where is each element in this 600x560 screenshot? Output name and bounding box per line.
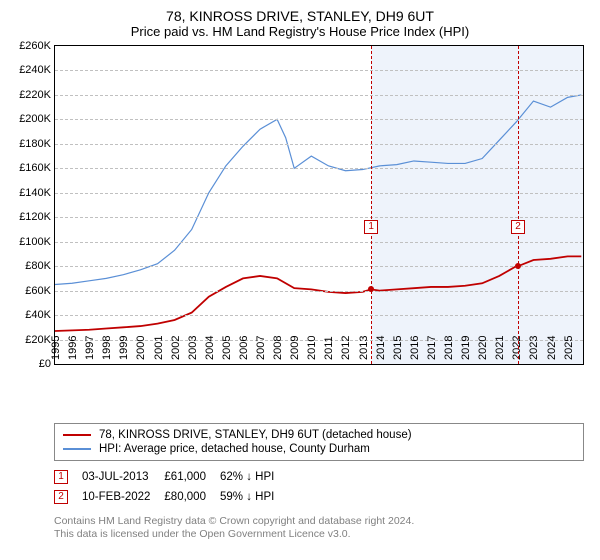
x-axis-label: 1999: [118, 336, 130, 364]
legend-label: 78, KINROSS DRIVE, STANLEY, DH9 6UT (det…: [99, 429, 412, 441]
x-axis-label: 2014: [375, 336, 387, 364]
x-axis-label: 2020: [477, 336, 489, 364]
sale-dot: [368, 286, 374, 292]
x-axis-label: 2023: [528, 336, 540, 364]
gridline: [55, 95, 583, 96]
x-axis-label: 2012: [340, 336, 352, 364]
series-hpi: [55, 95, 581, 285]
gridline: [55, 193, 583, 194]
plot-area: £0£20K£40K£60K£80K£100K£120K£140K£160K£1…: [54, 45, 584, 365]
legend-item: HPI: Average price, detached house, Coun…: [63, 442, 575, 456]
y-axis-label: £100K: [19, 236, 55, 248]
sale-dot: [515, 263, 521, 269]
footer: Contains HM Land Registry data © Crown c…: [54, 515, 584, 541]
sale-vline: [371, 46, 372, 364]
x-axis-label: 2018: [443, 336, 455, 364]
sale-vline: [518, 46, 519, 364]
chart-svg: [55, 46, 583, 364]
x-axis-label: 2019: [460, 336, 472, 364]
gridline: [55, 291, 583, 292]
y-axis-label: £140K: [19, 187, 55, 199]
table-row: 1 03-JUL-2013£61,00062% ↓ HPI: [54, 467, 288, 487]
x-axis-label: 2015: [392, 336, 404, 364]
y-axis-label: £80K: [25, 260, 55, 272]
y-axis-label: £120K: [19, 211, 55, 223]
sale-date: 10-FEB-2022: [82, 487, 164, 507]
x-axis-label: 2006: [238, 336, 250, 364]
gridline: [55, 315, 583, 316]
y-axis-label: £60K: [25, 285, 55, 297]
gridline: [55, 70, 583, 71]
x-axis-label: 2005: [221, 336, 233, 364]
y-axis-label: £180K: [19, 138, 55, 150]
gridline: [55, 144, 583, 145]
gridline: [55, 242, 583, 243]
chart-subtitle: Price paid vs. HM Land Registry's House …: [8, 24, 592, 39]
y-axis-label: £160K: [19, 162, 55, 174]
x-axis-label: 2001: [153, 336, 165, 364]
x-axis-label: 2002: [170, 336, 182, 364]
y-axis-label: £40K: [25, 309, 55, 321]
x-axis-label: 1997: [84, 336, 96, 364]
y-axis-label: £240K: [19, 64, 55, 76]
x-axis-label: 2013: [358, 336, 370, 364]
gridline: [55, 217, 583, 218]
gridline: [55, 168, 583, 169]
chart-title: 78, KINROSS DRIVE, STANLEY, DH9 6UT: [8, 8, 592, 24]
x-axis-label: 2003: [187, 336, 199, 364]
sale-marker-cell: 2: [54, 490, 68, 504]
x-axis-label: 2000: [135, 336, 147, 364]
x-axis-label: 2021: [494, 336, 506, 364]
y-axis-label: £220K: [19, 89, 55, 101]
sale-date: 03-JUL-2013: [82, 467, 164, 487]
series-property: [55, 256, 581, 331]
x-axis-label: 2010: [306, 336, 318, 364]
x-axis-label: 2024: [546, 336, 558, 364]
y-axis-label: £260K: [19, 40, 55, 52]
x-axis-label: 2007: [255, 336, 267, 364]
sale-price: £80,000: [164, 487, 220, 507]
footer-line-2: This data is licensed under the Open Gov…: [54, 528, 584, 541]
legend-item: 78, KINROSS DRIVE, STANLEY, DH9 6UT (det…: [63, 428, 575, 442]
sale-diff: 59% ↓ HPI: [220, 487, 288, 507]
sale-marker: 1: [364, 220, 378, 234]
sale-marker-cell: 1: [54, 470, 68, 484]
footer-line-1: Contains HM Land Registry data © Crown c…: [54, 515, 584, 528]
x-axis-label: 2009: [289, 336, 301, 364]
legend-swatch: [63, 448, 91, 449]
sale-price: £61,000: [164, 467, 220, 487]
sale-marker: 2: [511, 220, 525, 234]
sale-diff: 62% ↓ HPI: [220, 467, 288, 487]
gridline: [55, 266, 583, 267]
x-axis-label: 2017: [426, 336, 438, 364]
x-axis-label: 1995: [50, 336, 62, 364]
chart-container: 78, KINROSS DRIVE, STANLEY, DH9 6UT Pric…: [0, 0, 600, 560]
x-axis-label: 2008: [272, 336, 284, 364]
x-axis-label: 2004: [204, 336, 216, 364]
table-row: 2 10-FEB-2022£80,00059% ↓ HPI: [54, 487, 288, 507]
x-axis-label: 2011: [323, 336, 335, 364]
x-axis-label: 1996: [67, 336, 79, 364]
sales-table: 1 03-JUL-2013£61,00062% ↓ HPI 2 10-FEB-2022…: [54, 467, 288, 507]
gridline: [55, 119, 583, 120]
legend-swatch: [63, 434, 91, 436]
y-axis-label: £200K: [19, 113, 55, 125]
legend-label: HPI: Average price, detached house, Coun…: [99, 443, 370, 455]
legend: 78, KINROSS DRIVE, STANLEY, DH9 6UT (det…: [54, 423, 584, 461]
x-axis-label: 2025: [563, 336, 575, 364]
chart-area: £0£20K£40K£60K£80K£100K£120K£140K£160K£1…: [54, 45, 584, 413]
x-axis-label: 2016: [409, 336, 421, 364]
x-axis-label: 1998: [101, 336, 113, 364]
